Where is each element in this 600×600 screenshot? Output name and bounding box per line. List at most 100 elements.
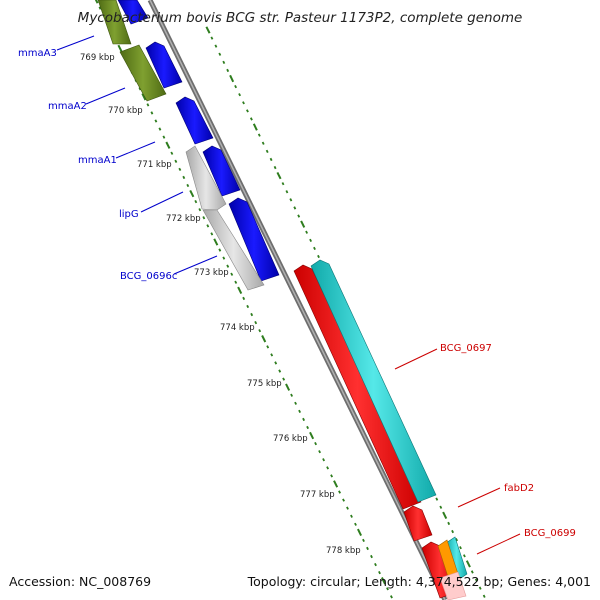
- gene-label-BCG_0699[interactable]: BCG_0699: [476, 528, 576, 555]
- gene-label-mmaA1[interactable]: mmaA1: [78, 141, 156, 166]
- minor-tick: [374, 562, 377, 567]
- minor-tick: [366, 546, 369, 551]
- minor-tick: [226, 68, 230, 73]
- major-tick: [465, 560, 471, 568]
- gene-label-text: fabD2: [504, 483, 534, 494]
- minor-tick: [346, 506, 349, 510]
- gene-features: [97, 0, 468, 600]
- minor-tick: [273, 165, 277, 170]
- major-tick: [205, 26, 211, 34]
- major-tick: [94, 0, 99, 4]
- minor-tick: [170, 151, 174, 155]
- minor-tick: [266, 345, 270, 349]
- minor-tick: [322, 458, 326, 462]
- minor-tick: [210, 36, 214, 40]
- gene-label-mmaA3[interactable]: mmaA3: [18, 35, 95, 59]
- map-title: Mycobacterium bovis BCG str. Pasteur 117…: [78, 10, 523, 26]
- minor-tick: [306, 425, 310, 430]
- minor-tick: [269, 157, 273, 162]
- minor-tick: [439, 505, 443, 509]
- gene-BCG_0697-feature: [293, 264, 422, 510]
- minor-tick: [222, 256, 226, 260]
- minor-tick: [214, 44, 218, 48]
- gene-label-BCG_0696c[interactable]: BCG_0696c: [120, 255, 218, 282]
- minor-tick: [338, 490, 341, 494]
- major-tick: [229, 74, 235, 83]
- minor-tick: [278, 369, 282, 373]
- tick-label: 777 kbp: [300, 490, 335, 500]
- minor-tick: [378, 571, 381, 575]
- minor-tick: [202, 216, 206, 220]
- minor-tick: [362, 538, 365, 543]
- minor-tick: [218, 52, 222, 56]
- gene-label-lipG[interactable]: lipG: [119, 191, 184, 220]
- gene-label-text: BCG_0699: [524, 528, 576, 539]
- gene-gray-feature-1: [185, 145, 227, 211]
- minor-tick: [386, 587, 389, 591]
- minor-tick: [455, 537, 458, 542]
- gene-label-text: BCG_0697: [440, 343, 492, 354]
- major-tick: [309, 431, 315, 440]
- minor-tick: [305, 230, 309, 234]
- minor-tick: [294, 401, 298, 405]
- major-tick: [276, 171, 282, 180]
- genome-backbone: [147, 0, 448, 600]
- minor-tick: [462, 554, 466, 558]
- gene-label-mmaA2[interactable]: mmaA2: [48, 87, 126, 112]
- minor-tick: [390, 595, 393, 599]
- minor-tick: [290, 393, 294, 397]
- tick-label: 776 kbp: [273, 434, 308, 444]
- minor-tick: [330, 474, 334, 478]
- minor-tick: [470, 570, 474, 574]
- minor-tick: [474, 578, 478, 582]
- major-tick: [333, 480, 339, 488]
- minor-tick: [158, 127, 162, 131]
- minor-tick: [282, 377, 286, 381]
- minor-tick: [246, 109, 249, 113]
- minor-tick: [206, 224, 210, 228]
- minor-tick: [274, 361, 278, 365]
- gene-label-text: lipG: [119, 209, 139, 220]
- minor-tick: [298, 409, 302, 413]
- minor-tick: [218, 248, 222, 252]
- topology-text: Topology: circular; Length: 4,374,522 bp…: [247, 574, 591, 589]
- gene-label-text: mmaA2: [48, 101, 87, 112]
- minor-tick: [210, 232, 214, 236]
- major-tick: [442, 511, 448, 520]
- gene-label-fabD2[interactable]: fabD2: [457, 483, 534, 508]
- minor-tick: [451, 529, 455, 534]
- tick-label: 771 kbp: [137, 160, 172, 170]
- major-tick: [165, 141, 171, 149]
- minor-tick: [482, 594, 486, 598]
- minor-tick: [459, 546, 462, 550]
- gene-mmaA3-feature: [97, 0, 132, 45]
- minor-tick: [297, 214, 301, 218]
- gene-gray-feature-2: [202, 209, 265, 291]
- gene-blue-feature-1: [117, 0, 149, 25]
- tick-label: 773 kbp: [194, 268, 229, 278]
- gene-labels: mmaA3 mmaA2 mmaA1 lipG BCG_0696c BCG_069…: [18, 35, 576, 555]
- minor-tick: [174, 159, 178, 164]
- major-tick: [357, 528, 362, 537]
- minor-tick: [342, 498, 345, 502]
- minor-tick: [238, 93, 242, 97]
- minor-tick: [150, 111, 154, 115]
- minor-tick: [447, 521, 451, 526]
- gene-label-BCG_0697[interactable]: BCG_0697: [394, 343, 492, 370]
- minor-tick: [261, 141, 265, 145]
- minor-tick: [350, 514, 353, 518]
- gene-label-text: mmaA3: [18, 48, 57, 59]
- gene-blue-feature-2: [145, 41, 183, 89]
- minor-tick: [314, 442, 318, 446]
- minor-tick: [234, 280, 238, 284]
- minor-tick: [270, 353, 274, 357]
- minor-tick: [198, 208, 202, 212]
- major-tick: [117, 44, 123, 53]
- minor-tick: [222, 60, 226, 64]
- minor-tick: [250, 312, 254, 317]
- minor-tick: [246, 304, 250, 309]
- major-tick: [252, 123, 258, 131]
- tick-label: 775 kbp: [247, 379, 282, 389]
- minor-tick: [182, 175, 186, 180]
